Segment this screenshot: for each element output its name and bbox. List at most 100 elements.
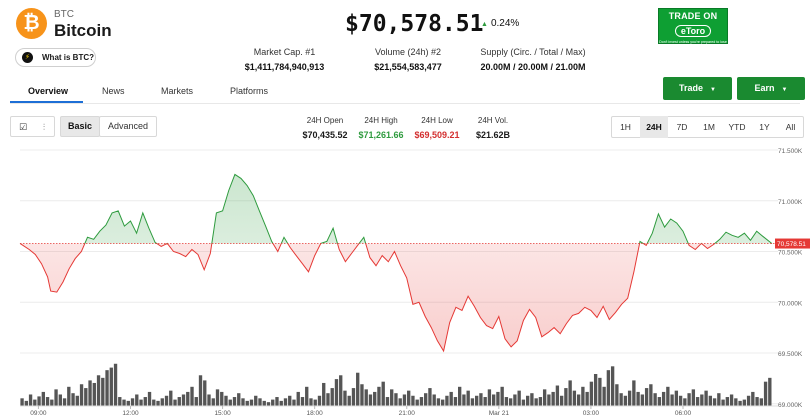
volume-bar [385,397,390,406]
volume-bar [186,391,190,406]
price-chart[interactable]: 71.500K 71.000K 70.500K 70.000K 69.500K 69.00… [0,143,810,419]
y-tick-label: 71.500K [778,148,803,155]
range-1y[interactable]: 1Y [759,122,770,132]
caret-down-icon: ▼ [781,87,788,93]
volume-bar [462,394,466,406]
candlestick-icon[interactable]: ⫶ [42,122,46,132]
volume-bar [602,386,606,406]
volume-bar [330,388,334,406]
summary-value: $69,509.21 [414,130,460,140]
volume-bar [24,400,28,406]
range-all[interactable]: All [785,122,796,132]
volume-bar [768,377,772,406]
volume-bar [576,394,581,406]
volume-bar [373,391,377,406]
x-tick-label: 12:00 [122,410,139,417]
volume-bar [164,395,169,406]
volume-bar [432,394,436,406]
volume-bar [666,386,670,406]
volume-bar [424,393,428,406]
volume-bar [54,389,58,406]
range-1m[interactable]: 1M [703,122,715,132]
volume-bar [126,400,130,406]
volume-bar [521,399,526,406]
volume-bar [360,384,364,406]
tab-platforms[interactable]: Platforms [230,86,269,96]
volume-bar [351,388,356,406]
volume-bar [147,391,152,406]
trade-button[interactable]: Trade ▼ [663,77,732,100]
x-tick-label: 15:00 [214,410,231,417]
volume-bar [322,382,326,406]
ad-title: TRADE ON [668,11,718,21]
volume-bar [619,393,623,406]
tab-overview[interactable]: Overview [28,86,69,96]
tabs-divider [10,103,800,104]
volume-bar [547,394,551,406]
tab-markets[interactable]: Markets [161,86,194,96]
volume-bar [585,391,589,406]
advanced-view-button[interactable]: Advanced [99,116,157,137]
volume-bar [28,394,33,406]
basic-view-button[interactable]: Basic [60,116,100,137]
y-tick-label: 70.000K [778,300,803,307]
y-tick-label: 70.500K [778,250,803,257]
trade-label: Trade [679,83,704,93]
volume-bar [589,381,594,406]
line-chart-icon[interactable]: ☑ [18,122,28,132]
volume-bar [636,391,640,406]
volume-bar [292,399,296,406]
volume-bar [508,398,513,406]
volume-bar [96,375,101,406]
volume-bar [466,390,470,406]
volume-bar [245,400,249,406]
y-tick-label: 69.000K [778,402,803,409]
volume-bar [356,372,360,406]
volume-bar [453,397,458,406]
market-cap-stat: Market Cap. #1 $1,411,784,940,913 [232,47,337,72]
volume-bar [143,397,147,406]
earn-button[interactable]: Earn ▼ [737,77,805,100]
volume-bar [190,386,194,406]
volume-bar [326,393,330,406]
active-tab-indicator [10,101,83,103]
x-tick-label: 18:00 [307,410,324,417]
price-area-down [20,243,772,351]
stat-value: $21,554,583,477 [374,62,442,72]
volume-bar [644,388,649,406]
volume-bar [305,386,309,406]
summary-label: 24H Vol. [477,116,509,125]
what-is-btc-button[interactable]: ⚡ What is BTC? [15,48,96,67]
range-7d[interactable]: 7D [676,122,688,132]
volume-bar [441,399,445,406]
volume-bar [449,391,453,406]
volume-bar [491,394,496,406]
volume-bar [721,399,725,406]
summary-value: $21.62B [475,130,511,140]
volume-bar [228,399,232,406]
tab-news[interactable]: News [102,86,125,96]
volume-bar [695,397,700,406]
price-chart-svg[interactable]: 71.500K 71.000K 70.500K 70.000K 69.500K 69.00… [0,143,810,419]
volume-bar [309,398,313,406]
what-is-btc-label: What is BTC? [42,53,94,62]
volume-bar [623,395,628,406]
price-line-up [19,173,773,244]
coin-symbol: BTC [54,9,74,20]
range-1h[interactable]: 1H [620,122,631,132]
volume-bar [156,400,160,406]
volume-bar [708,395,713,406]
volume-bar [275,397,279,406]
volume-bar [79,384,84,406]
volume-bar [118,397,122,406]
volume-bar [84,388,88,406]
volume-bar [738,400,742,406]
volume-bar [37,396,41,406]
etoro-ad-banner[interactable]: TRADE ON eToro Don't invest unless you'r… [658,8,728,48]
volume-bar [300,397,305,406]
volume-bar [712,398,717,406]
range-ytd[interactable]: YTD [728,122,746,132]
summary-label: 24H Low [421,116,453,125]
range-24h[interactable]: 24H [640,116,668,138]
volume-bar [101,377,105,406]
